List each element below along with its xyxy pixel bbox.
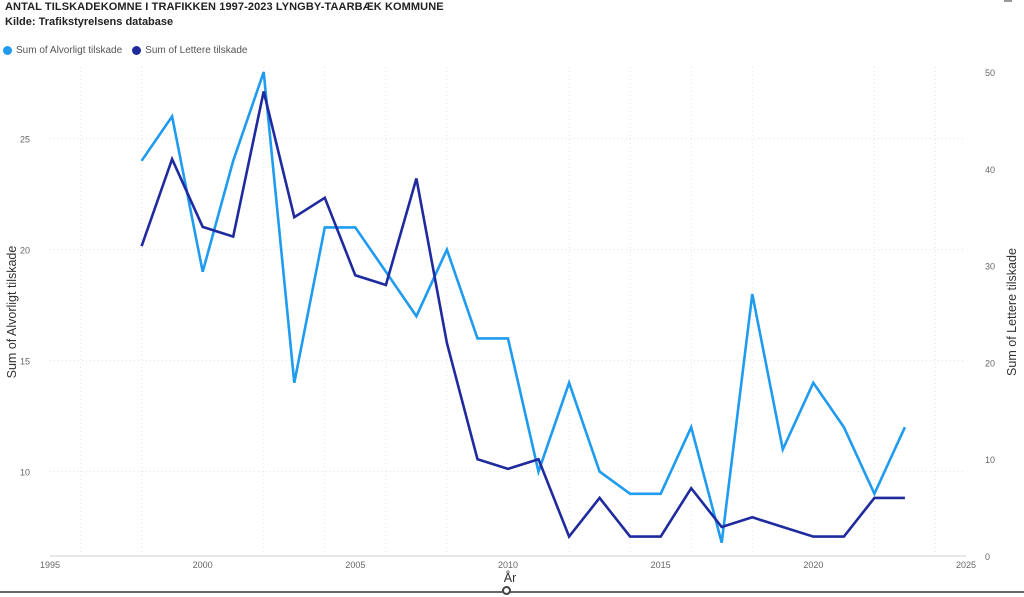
data-point-alvorligt: [904, 426, 907, 429]
data-point-alvorligt: [751, 293, 754, 296]
data-point-lettere: [415, 177, 418, 180]
data-point-lettere: [629, 535, 632, 538]
data-point-alvorligt: [354, 226, 357, 229]
data-point-lettere: [720, 526, 723, 529]
data-point-lettere: [659, 535, 662, 538]
data-point-lettere: [904, 497, 907, 500]
data-point-alvorligt: [720, 541, 723, 544]
data-point-lettere: [293, 216, 296, 219]
data-point-lettere: [262, 90, 265, 93]
data-point-alvorligt: [324, 226, 327, 229]
data-point-lettere: [843, 535, 846, 538]
data-point-alvorligt: [415, 315, 418, 318]
y-right-tick-label: 50: [985, 68, 995, 78]
data-point-alvorligt: [171, 115, 174, 118]
data-point-alvorligt: [507, 337, 510, 340]
data-point-lettere: [873, 497, 876, 500]
data-point-lettere: [385, 284, 388, 287]
data-point-alvorligt: [659, 493, 662, 496]
data-point-alvorligt: [262, 71, 265, 74]
data-point-lettere: [354, 274, 357, 277]
data-point-lettere: [201, 226, 204, 229]
data-point-lettere: [568, 535, 571, 538]
x-tick-label: 2015: [651, 560, 671, 570]
data-point-alvorligt: [232, 160, 235, 163]
more-options-icon[interactable]: [1004, 0, 1012, 2]
x-axis-title: År: [503, 571, 517, 585]
data-point-lettere: [598, 497, 601, 500]
chart-legend: Sum of Alvorligt tilskade Sum of Lettere…: [3, 45, 257, 56]
data-point-alvorligt: [476, 337, 479, 340]
data-point-alvorligt: [446, 248, 449, 251]
legend-label-alvorligt: Sum of Alvorligt tilskade: [16, 45, 123, 56]
data-point-lettere: [232, 235, 235, 238]
x-tick-label: 2010: [498, 560, 518, 570]
y-left-tick-label: 20: [20, 246, 30, 256]
data-point-lettere: [140, 245, 143, 248]
data-point-lettere: [507, 468, 510, 471]
data-point-lettere: [446, 342, 449, 345]
data-point-lettere: [537, 458, 540, 461]
series-line-lettere: [140, 91, 905, 540]
data-point-alvorligt: [843, 426, 846, 429]
chart-title: ANTAL TILSKADEKOMNE I TRAFIKKEN 1997-202…: [5, 1, 444, 13]
y-left-tick-label: 25: [20, 135, 30, 145]
data-point-lettere: [324, 197, 327, 200]
legend-item-alvorligt[interactable]: Sum of Alvorligt tilskade: [3, 45, 122, 56]
data-point-alvorligt: [201, 271, 204, 274]
legend-item-lettere[interactable]: Sum of Lettere tilskade: [132, 45, 247, 56]
data-point-alvorligt: [568, 382, 571, 385]
legend-marker-lettere: [132, 46, 142, 55]
x-tick-label: 2005: [345, 560, 365, 570]
x-tick-label: 2000: [193, 560, 213, 570]
data-point-alvorligt: [385, 271, 388, 274]
data-point-alvorligt: [873, 493, 876, 496]
x-tick-label: 1995: [40, 560, 60, 570]
zoom-slider-handle[interactable]: [502, 586, 511, 595]
y-left-tick-label: 10: [20, 468, 30, 478]
data-point-alvorligt: [812, 382, 815, 385]
data-point-lettere: [476, 458, 479, 461]
data-point-alvorligt: [782, 448, 785, 451]
data-point-lettere: [812, 535, 815, 538]
series-line-alvorligt: [140, 71, 907, 544]
data-point-alvorligt: [629, 493, 632, 496]
data-point-alvorligt: [690, 426, 693, 429]
y-right-tick-label: 20: [985, 358, 995, 368]
data-point-alvorligt: [293, 382, 296, 385]
data-point-alvorligt: [537, 470, 540, 473]
x-tick-label: 2020: [803, 560, 823, 570]
legend-label-lettere: Sum of Lettere tilskade: [145, 45, 248, 56]
data-point-lettere: [782, 526, 785, 529]
y-right-tick-label: 10: [985, 455, 995, 465]
legend-marker-alvorligt: [3, 46, 12, 55]
zoom-slider-track[interactable]: [0, 591, 1024, 593]
data-point-alvorligt: [140, 160, 143, 163]
data-point-lettere: [690, 487, 693, 490]
y-left-tick-label: 15: [20, 357, 30, 367]
data-point-lettere: [171, 158, 174, 161]
x-tick-label: 2025: [956, 560, 976, 570]
data-point-alvorligt: [598, 470, 601, 473]
y-right-tick-label: 30: [985, 262, 995, 272]
chart-subtitle: Kilde: Trafikstyrelsens database: [5, 16, 174, 28]
y-right-tick-label: 0: [985, 552, 990, 562]
data-point-lettere: [751, 516, 754, 519]
y-right-tick-label: 40: [985, 165, 995, 175]
